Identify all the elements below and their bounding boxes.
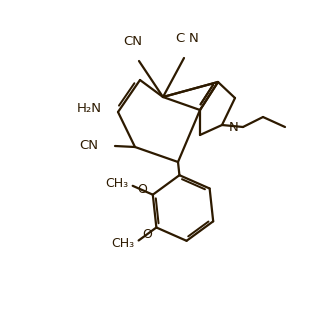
Text: CN: CN (124, 35, 142, 48)
Text: CH₃: CH₃ (105, 177, 128, 190)
Text: N: N (189, 32, 199, 45)
Text: O: O (137, 183, 147, 196)
Text: CH₃: CH₃ (111, 237, 135, 250)
Text: O: O (142, 228, 152, 241)
Text: CN: CN (79, 139, 98, 151)
Text: C: C (175, 32, 184, 45)
Text: N: N (229, 121, 239, 133)
Text: H₂N: H₂N (77, 101, 102, 115)
